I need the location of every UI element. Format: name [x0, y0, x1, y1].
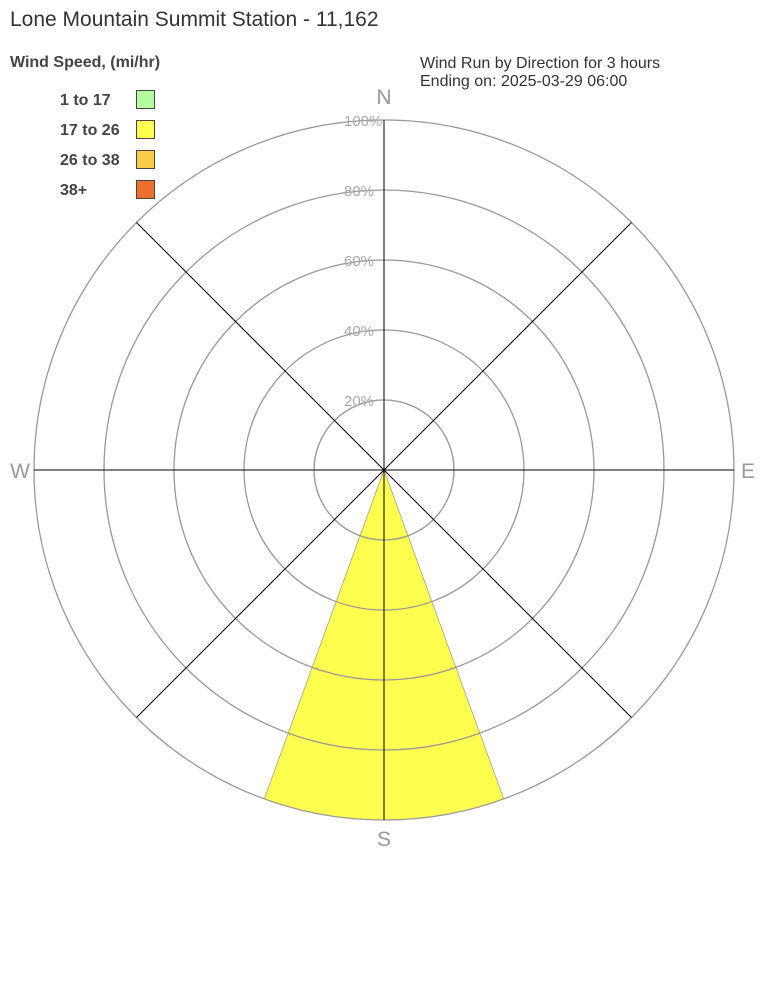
spoke-225: [136, 469, 385, 718]
legend-label: 17 to 26: [60, 122, 120, 139]
legend-swatch: [136, 180, 155, 199]
legend-label: 26 to 38: [60, 152, 120, 169]
ring-label: 60%: [344, 253, 374, 270]
spoke-315: [136, 222, 385, 471]
ring-label: 100%: [344, 113, 382, 130]
spoke-135: [383, 469, 632, 718]
ring-label: 40%: [344, 323, 374, 340]
direction-label-S: S: [377, 828, 391, 851]
spoke-45: [383, 222, 632, 471]
subtitle-line-2: Ending on: 2025-03-29 06:00: [420, 73, 628, 90]
chart-title: Lone Mountain Summit Station - 11,162: [10, 8, 379, 31]
legend-swatch: [136, 90, 155, 109]
subtitle-line-1: Wind Run by Direction for 3 hours: [420, 55, 661, 72]
direction-label-N: N: [376, 86, 391, 109]
legend-swatch: [136, 150, 155, 169]
chart-subtitle: Wind Run by Direction for 3 hours Ending…: [420, 55, 660, 91]
direction-label-W: W: [10, 460, 30, 483]
legend-label: 38+: [60, 182, 88, 199]
legend-swatch: [136, 120, 155, 139]
direction-label-E: E: [741, 460, 755, 483]
legend-label: 1 to 17: [60, 92, 111, 109]
ring-label: 20%: [344, 393, 374, 410]
legend-title: Wind Speed, (mi/hr): [10, 54, 161, 71]
ring-label: 80%: [344, 183, 374, 200]
